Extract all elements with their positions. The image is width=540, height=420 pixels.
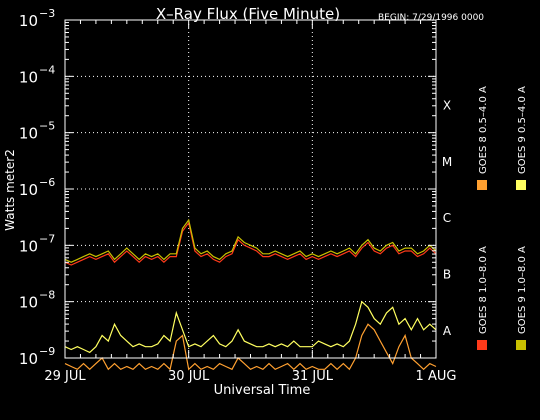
y-tick-exponent: −8	[39, 289, 55, 302]
y-tick-label: 10 −7	[19, 232, 55, 255]
y-tick-base: 10	[19, 68, 38, 86]
series-line-4	[64, 300, 437, 354]
series-line-2	[64, 323, 437, 371]
y-tick-exponent: −7	[39, 232, 55, 245]
grid-lines	[65, 20, 436, 358]
y-tick-label: 10 −4	[19, 63, 55, 86]
legend: GOES 8 0.5–4.0 A GOES 8 1.0–8.0 A GOES 9 0…	[477, 86, 528, 350]
y-tick-label: 10 −6	[19, 176, 55, 199]
chart-title: X–Ray Flux (Five Minute)	[156, 5, 340, 23]
x-axis-label: Universal Time	[214, 383, 311, 398]
y-tick-exponent: −9	[39, 345, 55, 358]
flare-class-x: X	[443, 99, 451, 113]
legend-swatch-2-1	[516, 180, 526, 190]
y-tick-exponent: −5	[39, 120, 55, 133]
y-tick-base: 10	[19, 12, 38, 30]
y-tick-exponent: −6	[39, 176, 55, 189]
y-tick-base: 10	[19, 350, 38, 368]
y-tick-base: 10	[19, 181, 38, 199]
series-line-1	[64, 221, 437, 266]
x-tick-label: 1 AUG	[416, 369, 457, 384]
flare-class-c: C	[443, 211, 451, 225]
x-tick-label: 30 JUL	[168, 369, 210, 384]
legend-label-2-1: GOES 9 0.5–4.0 A	[517, 86, 528, 174]
y-tick-base: 10	[19, 125, 38, 143]
legend-label-1-1: GOES 8 0.5–4.0 A	[478, 86, 489, 174]
y-tick-base: 10	[19, 294, 38, 312]
y-axis-label: Watts meter2	[3, 149, 17, 231]
x-tick-label: 29 JUL	[44, 369, 86, 384]
series-line-3	[64, 218, 437, 263]
y-tick-base: 10	[19, 237, 38, 255]
flare-class-a: A	[443, 324, 452, 338]
y-tick-label: 10 −8	[19, 289, 55, 312]
flare-class-m: M	[442, 155, 452, 169]
x-tick-labels: 29 JUL 30 JUL 31 JUL 1 AUG	[44, 20, 456, 384]
y-tick-label: 10 −9	[19, 345, 55, 368]
y-tick-exponent: −3	[39, 7, 55, 20]
flare-class-b: B	[443, 268, 451, 282]
y-tick-labels: 10−310−410−510−610−710−810−9	[19, 7, 436, 368]
series-lines	[64, 218, 437, 371]
legend-label-2-2: GOES 9 1.0–8.0 A	[517, 246, 528, 334]
x-tick-label: 31 JUL	[292, 369, 334, 384]
begin-date-label: BEGIN: 7/29/1996 0000	[378, 13, 484, 23]
flare-class-labels: X M C B A	[442, 99, 452, 338]
y-tick-label: 10 −5	[19, 120, 55, 143]
legend-label-1-2: GOES 8 1.0–8.0 A	[478, 246, 489, 334]
y-tick-exponent: −4	[39, 63, 55, 76]
legend-swatch-1-1	[477, 180, 487, 190]
legend-swatch-2-2	[516, 340, 526, 350]
y-tick-label: 10 −3	[19, 7, 55, 30]
legend-swatch-1-2	[477, 340, 487, 350]
